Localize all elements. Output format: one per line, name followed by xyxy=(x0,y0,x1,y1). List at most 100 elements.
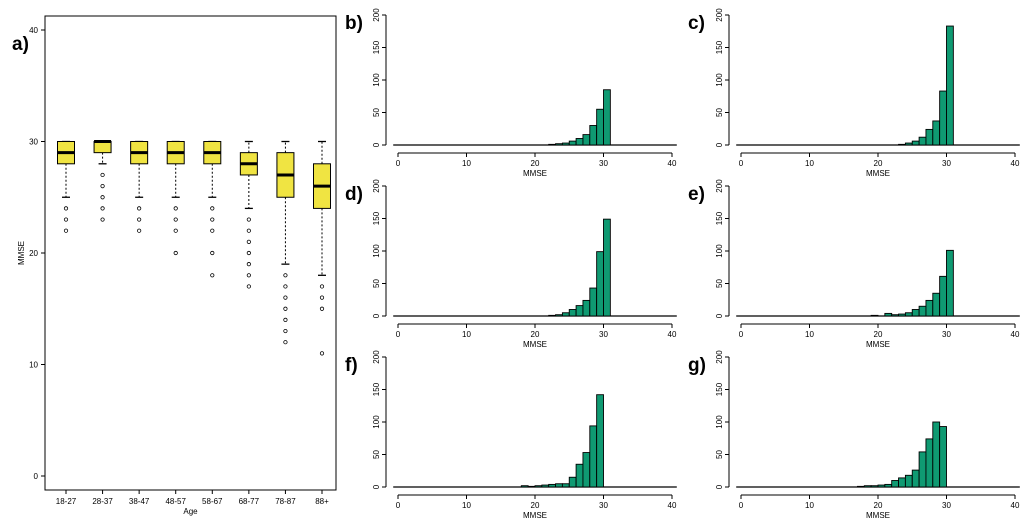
histogram-bar-b xyxy=(568,140,577,146)
x-tick-label-d: 40 xyxy=(668,330,677,339)
outlier-point xyxy=(319,351,325,356)
y-tick-label-e: 100 xyxy=(715,244,724,258)
histogram-bar-f xyxy=(582,452,591,488)
histogram-bar-g xyxy=(857,485,865,488)
histogram-bar-g xyxy=(863,485,872,488)
outlier-point xyxy=(283,340,288,345)
histogram-bar-c xyxy=(932,120,941,146)
outlier-point xyxy=(137,228,142,233)
histogram-bar-d xyxy=(555,314,563,317)
histogram-bar-f xyxy=(520,485,529,488)
histogram-bar-b xyxy=(548,143,557,146)
histogram-bar-e xyxy=(932,292,941,317)
outlier-point xyxy=(100,206,105,211)
histogram-bar-f xyxy=(555,483,563,488)
histogram-bar-d xyxy=(603,218,611,317)
x-tick-label-a: 68-77 xyxy=(239,497,260,506)
plot-frame-a xyxy=(44,15,337,491)
panel-label-d: d) xyxy=(345,184,363,205)
x-tick-label-b: 0 xyxy=(396,159,401,168)
x-tick-label-b: 10 xyxy=(462,159,471,168)
x-axis-title-e: MMSE xyxy=(866,340,890,349)
histogram-bar-e xyxy=(918,305,927,317)
histogram-bar-c xyxy=(911,140,920,146)
histogram-bar-b xyxy=(589,125,598,146)
x-tick-label-g: 40 xyxy=(1011,501,1020,510)
outlier-point xyxy=(173,228,178,233)
histogram-bar-b xyxy=(561,142,570,146)
panel-label-a: a) xyxy=(12,34,29,55)
outlier-point xyxy=(319,295,325,300)
outlier-point xyxy=(210,273,215,278)
outlier-point xyxy=(283,328,288,334)
y-tick-label-d: 100 xyxy=(372,244,381,258)
histogram-bar-b xyxy=(555,143,563,146)
histogram-bar-g xyxy=(891,480,900,488)
y-tick-label-e: 50 xyxy=(715,279,724,288)
y-tick-label-d: 0 xyxy=(372,313,381,318)
histogram-bar-f xyxy=(534,485,543,488)
histogram-bar-f xyxy=(541,484,550,488)
histogram-bar-b xyxy=(596,108,604,146)
histogram-bar-c xyxy=(939,90,947,146)
x-tick-label-e: 0 xyxy=(739,330,744,339)
x-axis-title-d: MMSE xyxy=(523,340,547,349)
y-tick-label-f: 50 xyxy=(372,450,381,459)
outlier-point xyxy=(173,250,178,256)
panel-label-c: c) xyxy=(688,13,705,34)
y-tick-label-g: 150 xyxy=(715,382,724,396)
y-axis-title-a: MMSE xyxy=(17,241,26,265)
y-tick-label-c: 50 xyxy=(715,108,724,117)
outlier-point xyxy=(246,228,251,233)
histogram-bar-g xyxy=(911,469,920,488)
outlier-point xyxy=(246,250,251,256)
histogram-bar-d xyxy=(589,287,598,317)
x-tick-label-d: 10 xyxy=(462,330,471,339)
outlier-point xyxy=(63,228,69,233)
x-tick-label-b: 20 xyxy=(531,159,540,168)
outlier-point xyxy=(100,217,105,222)
x-tick-label-b: 40 xyxy=(668,159,677,168)
histogram-bar-d xyxy=(596,251,604,317)
outlier-point xyxy=(246,273,251,278)
histogram-bar-c xyxy=(898,143,906,146)
outlier-point xyxy=(319,306,325,311)
outlier-point xyxy=(246,262,251,267)
x-tick-label-c: 30 xyxy=(942,159,951,168)
histogram-bar-e xyxy=(891,314,900,317)
histogram-bar-f xyxy=(561,483,570,488)
x-axis-title-a: Age xyxy=(183,507,198,516)
x-tick-label-g: 0 xyxy=(739,501,744,510)
outlier-point xyxy=(63,206,69,211)
x-tick-label-d: 30 xyxy=(599,330,608,339)
y-tick-label-f: 150 xyxy=(372,382,381,396)
x-tick-label-d: 20 xyxy=(531,330,540,339)
panel-label-b: b) xyxy=(345,13,363,34)
histogram-bar-e xyxy=(911,309,920,317)
outlier-point xyxy=(210,228,215,233)
histogram-bar-b xyxy=(575,138,584,146)
y-tick-label-e: 0 xyxy=(715,313,724,318)
y-tick-label-g: 100 xyxy=(715,415,724,429)
outlier-point xyxy=(173,206,178,211)
outlier-point xyxy=(283,273,288,278)
histogram-bar-c xyxy=(925,128,934,146)
histogram-bar-g xyxy=(877,484,886,488)
y-tick-label-a: 40 xyxy=(29,26,38,35)
histogram-bar-c xyxy=(946,25,954,146)
outlier-point xyxy=(63,217,69,222)
x-tick-label-g: 10 xyxy=(805,501,814,510)
histogram-bar-e xyxy=(939,275,947,317)
outlier-point xyxy=(173,217,178,222)
outlier-point xyxy=(100,195,105,200)
x-tick-label-e: 40 xyxy=(1011,330,1020,339)
y-tick-label-d: 150 xyxy=(372,211,381,225)
histogram-bar-b xyxy=(582,134,591,146)
x-tick-label-e: 30 xyxy=(942,330,951,339)
histogram-bar-g xyxy=(904,474,913,488)
x-tick-label-b: 30 xyxy=(599,159,608,168)
y-tick-label-b: 0 xyxy=(372,142,381,147)
histogram-bar-e xyxy=(884,312,893,317)
y-tick-label-c: 150 xyxy=(715,40,724,54)
